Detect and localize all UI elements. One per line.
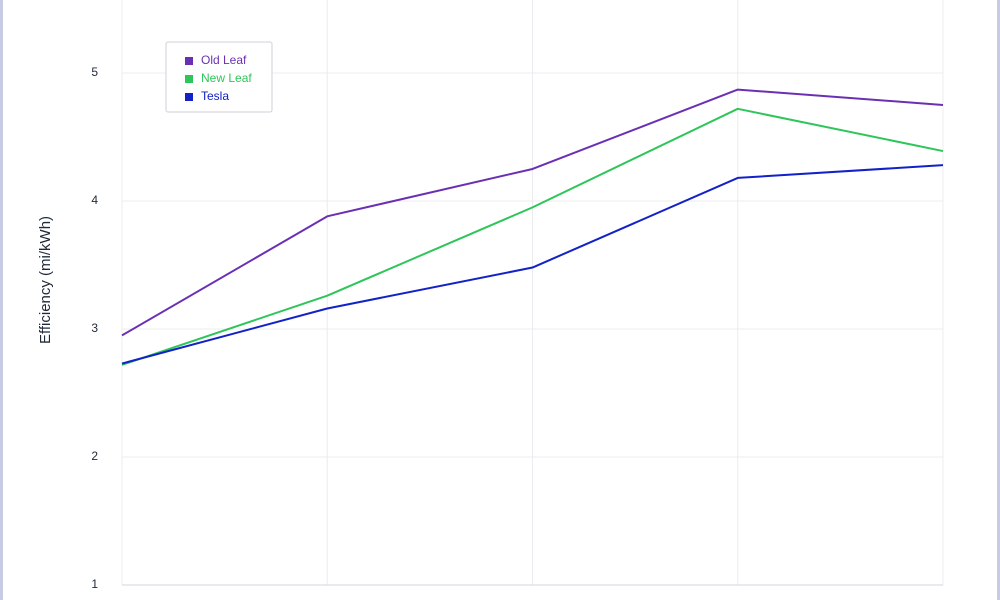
y-tick-label: 5: [91, 65, 98, 79]
legend-label: New Leaf: [201, 71, 252, 85]
frame-edge: [997, 0, 1000, 600]
legend-swatch: [185, 57, 193, 65]
y-tick-label: 3: [91, 321, 98, 335]
y-axis-label: Efficiency (mi/kWh): [37, 216, 54, 344]
series-line: [121, 164, 944, 365]
legend: Old Leaf New Leaf Tesla: [165, 41, 273, 113]
frame-edge: [0, 0, 3, 600]
legend-swatch: [185, 75, 193, 83]
y-tick-label: 1: [91, 577, 98, 591]
y-tick-label: 4: [91, 193, 98, 207]
series-line: [121, 88, 944, 337]
legend-label: Tesla: [201, 89, 229, 103]
legend-swatch: [185, 93, 193, 101]
legend-label: Old Leaf: [201, 53, 247, 67]
y-tick-label: 2: [91, 449, 98, 463]
series-line: [121, 107, 944, 366]
